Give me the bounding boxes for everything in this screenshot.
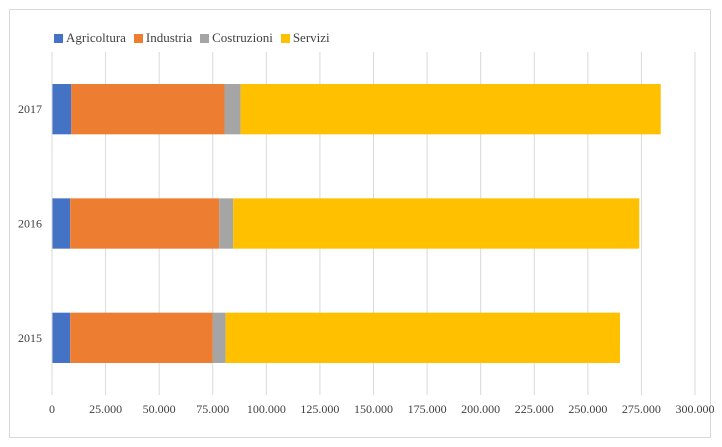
x-axis: 0 25.000 50.000 75.000 100.000 125.000 150.000… — [49, 402, 715, 416]
legend-label: Costruzioni — [212, 30, 273, 45]
x-tick-label: 175.000 — [408, 402, 447, 416]
x-tick-label: 50.000 — [143, 402, 176, 416]
x-tick-label: 100.000 — [247, 402, 286, 416]
x-tick-label: 200.000 — [461, 402, 500, 416]
legend-label: Agricoltura — [66, 30, 126, 45]
x-tick-label: 250.000 — [568, 402, 607, 416]
bar-servizi-2015 — [225, 312, 620, 363]
x-tick-label: 150.000 — [354, 402, 393, 416]
bar-agricoltura-2015 — [52, 312, 71, 363]
x-tick-label: 75.000 — [196, 402, 229, 416]
legend-swatch — [133, 33, 143, 43]
bar-costruzioni-2015 — [212, 312, 226, 363]
x-tick-label: 275.000 — [622, 402, 661, 416]
bar-industria-2017 — [71, 84, 225, 135]
bar-costruzioni-2017 — [224, 84, 241, 135]
legend-label: Servizi — [292, 30, 330, 45]
x-tick-label: 225.000 — [515, 402, 554, 416]
bars — [52, 84, 661, 363]
chart-frame — [9, 9, 711, 438]
bar-industria-2016 — [70, 198, 220, 249]
bar-agricoltura-2016 — [52, 198, 71, 249]
bar-servizi-2017 — [240, 84, 661, 135]
bar-agricoltura-2017 — [52, 84, 72, 135]
legend-swatch — [280, 33, 290, 43]
bar-servizi-2016 — [233, 198, 640, 249]
legend-swatch — [54, 33, 63, 43]
x-tick-label: 25.000 — [89, 402, 122, 416]
x-tick-label: 300.000 — [676, 402, 715, 416]
y-tick-label: 2017 — [18, 102, 42, 116]
y-tick-label: 2015 — [18, 331, 42, 345]
legend-swatch — [200, 33, 210, 43]
y-tick-label: 2016 — [18, 217, 42, 231]
chart-legend: Agricoltura Industria Costruzioni Servizi — [54, 30, 338, 46]
x-tick-label: 0 — [49, 402, 55, 416]
y-axis: 2015 2016 2017 — [18, 52, 53, 395]
legend-item-servizi: Servizi — [280, 30, 330, 46]
legend-label: Industria — [145, 30, 193, 45]
bar-industria-2015 — [70, 312, 213, 363]
bar-costruzioni-2016 — [219, 198, 234, 249]
legend-item-costruzioni: Costruzioni — [200, 30, 273, 46]
legend-item-agricoltura: Agricoltura — [54, 30, 126, 46]
x-tick-label: 125.000 — [300, 402, 339, 416]
legend-item-industria: Industria — [133, 30, 193, 46]
